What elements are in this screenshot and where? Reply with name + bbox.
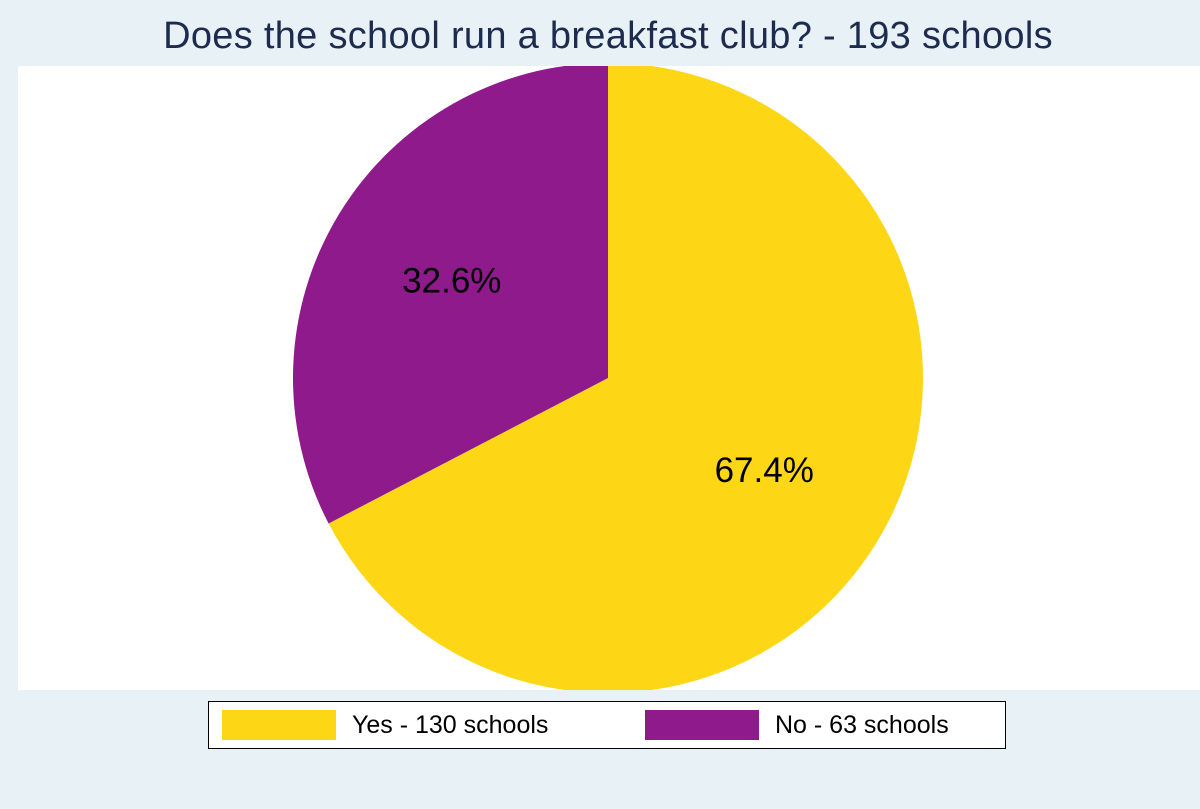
legend-label-no: No - 63 schools [775,710,949,739]
legend-swatch-no [645,710,759,740]
slice-label-no: 32.6% [402,261,501,300]
legend-swatch-yes [222,710,336,740]
legend-label-yes: Yes - 130 schools [352,710,549,739]
legend-item-no: No - 63 schools [645,710,949,740]
chart-title: Does the school run a breakfast club? - … [163,15,1053,57]
pie-slice-yes [328,66,923,690]
slice-label-yes: 67.4% [715,451,814,490]
pie-chart: 67.4% 32.6% [293,66,923,690]
legend: Yes - 130 schools No - 63 schools [208,701,1006,749]
pie-slice-no [293,66,608,524]
plot-area: 67.4% 32.6% [18,66,1200,690]
legend-item-yes: Yes - 130 schools [222,710,548,740]
